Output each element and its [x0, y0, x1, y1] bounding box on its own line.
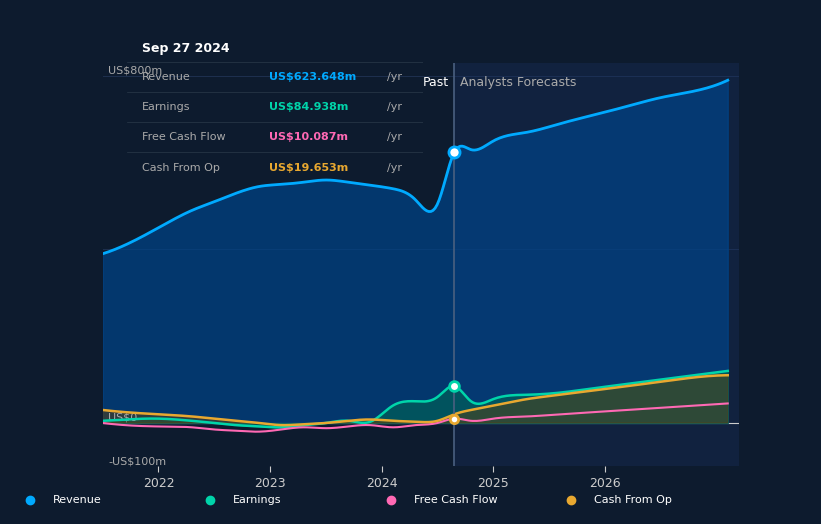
Text: /yr: /yr — [388, 102, 402, 112]
Text: US$10.087m: US$10.087m — [269, 133, 348, 143]
Text: Revenue: Revenue — [53, 495, 101, 506]
Text: Earnings: Earnings — [142, 102, 190, 112]
Text: /yr: /yr — [388, 133, 402, 143]
Text: Cash From Op: Cash From Op — [594, 495, 672, 506]
Text: /yr: /yr — [388, 162, 402, 172]
Text: Sep 27 2024: Sep 27 2024 — [142, 41, 230, 54]
Text: US$623.648m: US$623.648m — [269, 72, 356, 82]
Text: Free Cash Flow: Free Cash Flow — [142, 133, 226, 143]
Text: Cash From Op: Cash From Op — [142, 162, 220, 172]
Text: US$84.938m: US$84.938m — [269, 102, 348, 112]
Text: -US$100m: -US$100m — [108, 456, 167, 466]
Text: Revenue: Revenue — [142, 72, 190, 82]
Text: /yr: /yr — [388, 72, 402, 82]
Text: US$800m: US$800m — [108, 66, 163, 76]
Text: US$19.653m: US$19.653m — [269, 162, 348, 172]
Text: Free Cash Flow: Free Cash Flow — [414, 495, 498, 506]
Text: Analysts Forecasts: Analysts Forecasts — [460, 76, 576, 89]
Text: Past: Past — [423, 76, 448, 89]
Text: Earnings: Earnings — [233, 495, 282, 506]
Text: US$0: US$0 — [108, 413, 137, 423]
Bar — [454, 63, 739, 466]
